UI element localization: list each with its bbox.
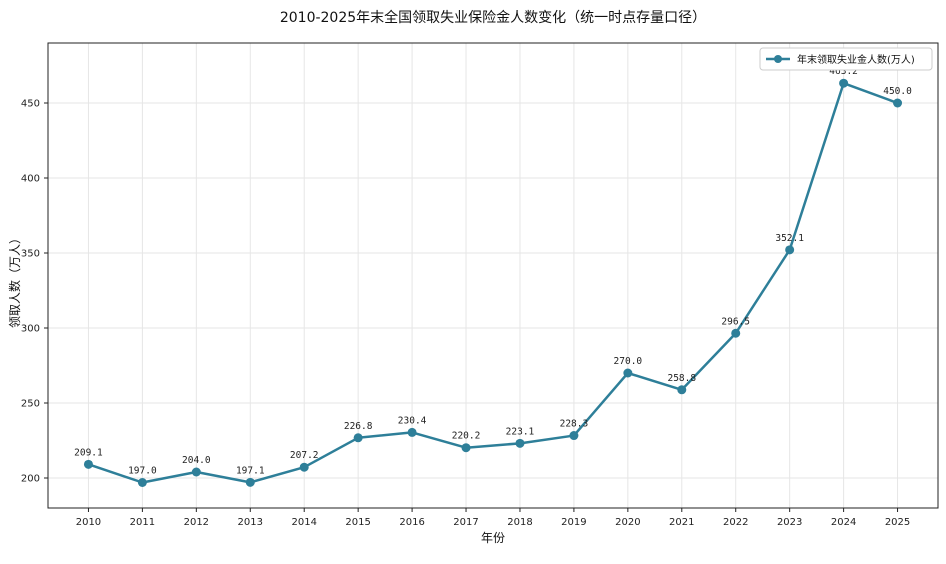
legend-point-marker (774, 55, 782, 63)
plot-area-frame (47, 42, 939, 509)
x-tick-label: 2024 (831, 517, 856, 528)
x-axis-label: 年份 (481, 531, 505, 545)
data-label: 209.1 (74, 447, 103, 458)
data-label: 197.0 (128, 466, 157, 477)
x-tick-label: 2018 (507, 517, 532, 528)
y-tick-label: 200 (21, 474, 40, 485)
data-point (893, 98, 903, 108)
data-label: 223.1 (506, 426, 535, 437)
data-point (461, 443, 471, 453)
x-tick-label: 2017 (453, 517, 478, 528)
x-tick-label: 2013 (238, 517, 263, 528)
x-tick-label: 2016 (399, 517, 424, 528)
data-point (299, 462, 309, 472)
grid (48, 43, 938, 508)
x-tick-label: 2011 (130, 517, 155, 528)
data-point (785, 245, 795, 255)
data-label: 270.0 (614, 356, 643, 367)
data-label: 352.1 (775, 233, 804, 244)
x-tick-label: 2022 (723, 517, 748, 528)
x-tick-label: 2014 (291, 517, 316, 528)
data-point (515, 438, 525, 448)
series-line (88, 81, 898, 484)
x-tick-label: 2025 (885, 517, 910, 528)
data-label: 230.4 (398, 415, 427, 426)
x-tick-label: 2015 (345, 517, 370, 528)
data-point (731, 328, 741, 338)
legend: 年末领取失业金人数(万人) (759, 47, 933, 71)
data-point (137, 478, 147, 487)
y-tick-label: 300 (21, 324, 40, 335)
x-tick-label: 2019 (561, 517, 586, 528)
data-labels: 209.1 197.0 204.0 197.1 207.2 226.8 230.4 220.2… (74, 66, 912, 476)
data-label: 204.0 (182, 455, 211, 466)
data-label: 220.2 (452, 431, 481, 442)
data-label: 450.0 (883, 86, 912, 97)
x-tick-label: 2020 (615, 517, 640, 528)
data-label: 258.8 (667, 373, 696, 384)
legend-box (759, 47, 933, 71)
data-label: 226.8 (344, 421, 373, 432)
data-label: 296.5 (721, 316, 750, 327)
x-tick-label: 2021 (669, 517, 694, 528)
series (83, 78, 903, 487)
data-point (245, 477, 255, 487)
data-point (191, 467, 201, 477)
chart-title: 2010-2025年末全国领取失业保险金人数变化（统一时点存量口径） (280, 9, 706, 26)
legend-label: 年末领取失业金人数(万人) (797, 53, 915, 66)
data-label: 463.2 (829, 66, 858, 77)
data-point (407, 427, 417, 437)
y-tick-label: 350 (21, 249, 40, 260)
x-tick-label: 2023 (777, 517, 802, 528)
data-point (569, 431, 579, 441)
x-tick-label: 2010 (76, 517, 101, 528)
data-point (83, 459, 93, 469)
y-tick-label: 450 (21, 99, 40, 110)
data-label: 207.2 (290, 450, 319, 461)
y-tick-label: 400 (21, 174, 40, 185)
x-tick-label: 2012 (184, 517, 209, 528)
data-point (839, 78, 849, 88)
data-point (623, 368, 633, 378)
axis-ticks: 2010 2011 2012 2013 2014 2015 2016 2017 2018 2019… (21, 99, 910, 529)
data-point (353, 433, 363, 443)
data-label: 197.1 (236, 465, 265, 476)
y-tick-label: 250 (21, 399, 40, 410)
data-label: 228.3 (560, 419, 589, 430)
y-axis-label: 领取人数（万人） (7, 232, 22, 328)
data-point (677, 385, 687, 395)
